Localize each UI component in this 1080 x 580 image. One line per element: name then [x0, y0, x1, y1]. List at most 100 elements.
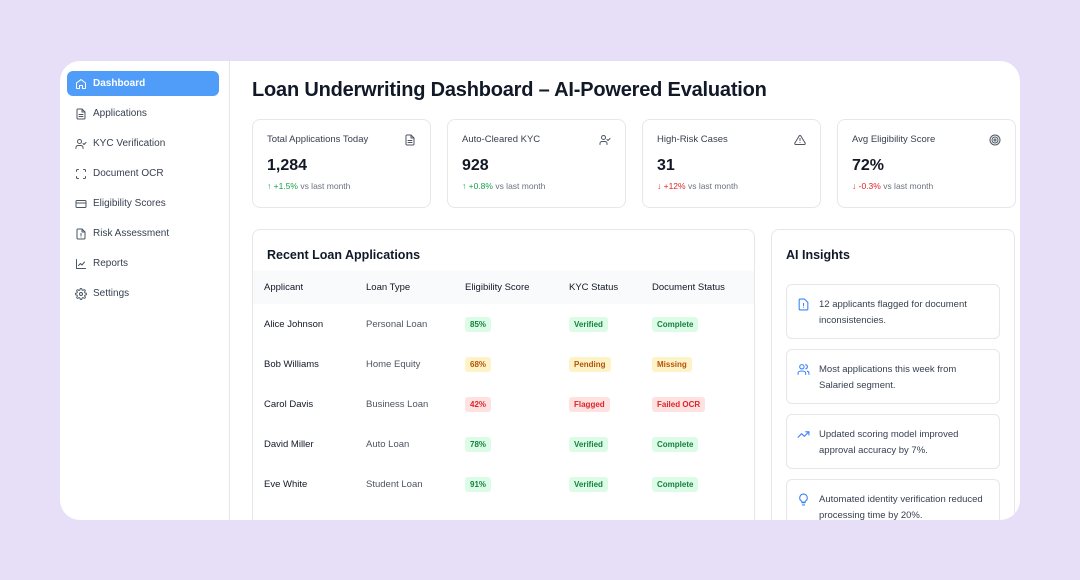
chart-line-icon	[75, 258, 87, 270]
eligibility-score-badge: 85%	[465, 316, 492, 332]
sidebar-item-reports[interactable]: Reports	[67, 251, 219, 276]
gear-icon	[75, 287, 87, 300]
sidebar-item-document-ocr[interactable]: Document OCR	[67, 161, 219, 186]
document-status-badge: Failed OCR	[652, 396, 706, 412]
stat-label: Total Applications Today	[267, 134, 369, 145]
loan-type: Business Loan	[366, 398, 429, 410]
column-header-eligibility-score[interactable]: Eligibility Score	[465, 282, 530, 293]
stat-delta: ↓ -0.3% vs last month	[852, 181, 1001, 191]
applicant-name: Carol Davis	[264, 398, 314, 410]
scan-icon	[75, 168, 87, 180]
stat-label: Avg Eligibility Score	[852, 134, 936, 145]
recent-applications-title: Recent Loan Applications	[267, 248, 421, 262]
kyc-status-badge: Verified	[569, 436, 608, 452]
eligibility-score-cell: 78%	[454, 424, 558, 464]
sidebar-item-label: Dashboard	[93, 78, 146, 89]
eligibility-score-badge: 42%	[465, 396, 492, 412]
file-alert-icon	[797, 298, 810, 311]
ai-insights-card: AI Insights 12 applicants flagged for do…	[771, 229, 1015, 520]
document-status-badge: Complete	[652, 316, 699, 332]
stat-card-avg-eligibility-score: Avg Eligibility Score 72% ↓ -0.3% vs las…	[837, 119, 1016, 208]
document-status-cell: Complete	[641, 424, 754, 464]
stat-value: 72%	[852, 157, 885, 174]
kyc-status-cell: Flagged	[558, 384, 641, 424]
eligibility-score-cell: 91%	[454, 464, 558, 504]
target-icon	[989, 133, 1001, 146]
card-icon	[75, 198, 87, 210]
sidebar-item-label: Document OCR	[93, 168, 164, 179]
column-header-kyc-status[interactable]: KYC Status	[569, 282, 619, 293]
page-title: Loan Underwriting Dashboard – AI-Powered…	[252, 79, 767, 101]
users-icon	[797, 363, 810, 376]
column-header-document-status[interactable]: Document Status	[652, 282, 725, 293]
file-icon	[75, 108, 87, 120]
table-row[interactable]: Alice Johnson Personal Loan 85% Verified Com…	[253, 304, 754, 344]
sidebar-item-label: Risk Assessment	[93, 228, 170, 239]
document-icon	[404, 133, 416, 146]
eligibility-score-cell: 68%	[454, 344, 558, 384]
stat-label: Auto-Cleared KYC	[462, 134, 541, 145]
kyc-status-cell: Pending	[558, 344, 641, 384]
stat-delta-value: ↓ -0.3%	[852, 181, 881, 191]
eligibility-score-badge: 78%	[465, 436, 492, 452]
insight-item[interactable]: Automated identity verification reduced …	[786, 479, 1000, 520]
stat-card-auto-cleared-kyc: Auto-Cleared KYC 928 ↑ +0.8% vs last mon…	[447, 119, 626, 208]
table-row[interactable]: David Miller Auto Loan 78% Verified Complete	[253, 424, 754, 464]
stat-delta-suffix: vs last month	[880, 181, 934, 191]
recent-applications-card: Recent Loan Applications Applicant Loan …	[252, 229, 755, 520]
sidebar-item-settings[interactable]: Settings	[67, 281, 219, 306]
sidebar-item-eligibility-scores[interactable]: Eligibility Scores	[67, 191, 219, 216]
table-row[interactable]: Bob Williams Home Equity 68% Pending Missing	[253, 344, 754, 384]
loan-type: Personal Loan	[366, 318, 428, 330]
sidebar-item-label: KYC Verification	[93, 138, 166, 149]
eligibility-score-badge: 68%	[465, 356, 492, 372]
eligibility-score-cell: 85%	[454, 304, 558, 344]
sidebar-item-applications[interactable]: Applications	[67, 101, 219, 126]
stat-card-high-risk-cases: High-Risk Cases 31 ↓ +12% vs last month	[642, 119, 821, 208]
stats-row: Total Applications Today 1,284 ↑ +1.5% v…	[252, 119, 1020, 208]
document-status-cell: Complete	[641, 304, 754, 344]
column-header-loan-type[interactable]: Loan Type	[366, 282, 411, 293]
home-icon	[75, 78, 87, 90]
sidebar: Dashboard Applications KYC Verification …	[60, 61, 230, 520]
document-status-badge: Complete	[652, 476, 699, 492]
stat-delta: ↓ +12% vs last month	[657, 181, 806, 191]
applications-table: Applicant Loan Type Eligibility Score KY…	[253, 271, 754, 504]
warning-icon	[794, 133, 806, 145]
insight-item[interactable]: Most applications this week from Salarie…	[786, 349, 1000, 404]
kyc-status-cell: Verified	[558, 304, 641, 344]
loan-type: Auto Loan	[366, 438, 410, 450]
insight-item[interactable]: Updated scoring model improved approval …	[786, 414, 1000, 469]
sidebar-item-kyc-verification[interactable]: KYC Verification	[67, 131, 219, 156]
sidebar-item-label: Reports	[93, 258, 129, 269]
stat-delta-suffix: vs last month	[685, 181, 739, 191]
stat-delta-value: ↑ +0.8%	[462, 181, 493, 191]
insight-item[interactable]: 12 applicants flagged for document incon…	[786, 284, 1000, 339]
sidebar-item-dashboard[interactable]: Dashboard	[67, 71, 219, 96]
main-content: Loan Underwriting Dashboard – AI-Powered…	[230, 61, 1020, 520]
stat-label: High-Risk Cases	[657, 134, 728, 145]
document-status-badge: Complete	[652, 436, 699, 452]
loan-type: Home Equity	[366, 358, 421, 370]
stat-delta-value: ↓ +12%	[657, 181, 686, 191]
user-check-icon	[75, 138, 87, 150]
document-status-cell: Complete	[641, 464, 754, 504]
table-row[interactable]: Eve White Student Loan 91% Verified Complete	[253, 464, 754, 504]
document-status-cell: Missing	[641, 344, 754, 384]
table-header-row: Applicant Loan Type Eligibility Score KY…	[253, 271, 754, 304]
kyc-status-badge: Verified	[569, 316, 608, 332]
kyc-status-badge: Pending	[569, 356, 611, 372]
kyc-status-badge: Flagged	[569, 396, 610, 412]
kyc-status-cell: Verified	[558, 424, 641, 464]
applicant-name: Alice Johnson	[264, 318, 324, 330]
document-status-cell: Failed OCR	[641, 384, 754, 424]
app-window: Dashboard Applications KYC Verification …	[60, 61, 1020, 520]
stat-value: 1,284	[267, 157, 308, 174]
insight-text: Updated scoring model improved approval …	[819, 429, 959, 456]
trending-up-icon	[797, 428, 810, 441]
sidebar-item-risk-assessment[interactable]: Risk Assessment	[67, 221, 219, 246]
column-header-applicant[interactable]: Applicant	[264, 282, 304, 293]
table-row[interactable]: Carol Davis Business Loan 42% Flagged Failed…	[253, 384, 754, 424]
ai-insights-title: AI Insights	[786, 248, 850, 262]
stat-delta: ↑ +1.5% vs last month	[267, 181, 416, 191]
